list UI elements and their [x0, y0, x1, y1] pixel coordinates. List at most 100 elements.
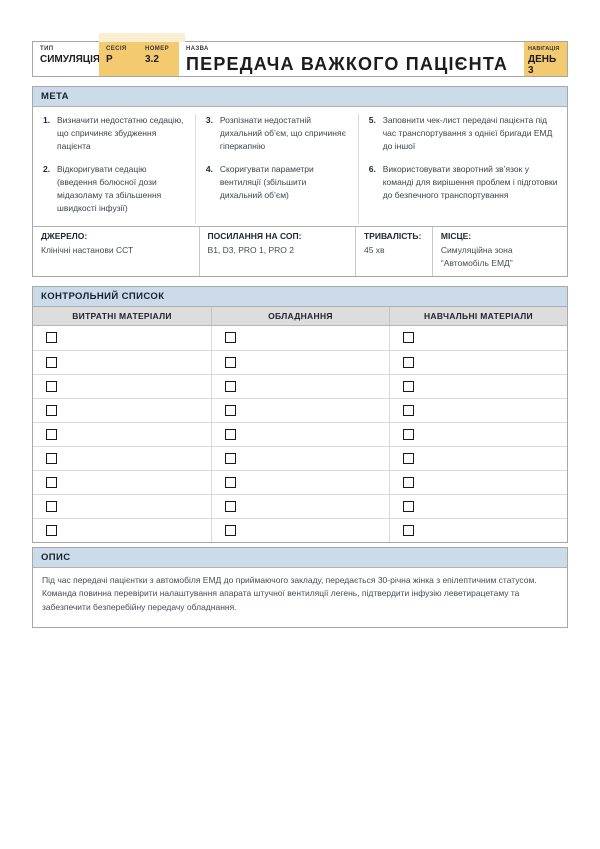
goal-meta-row: ДЖЕРЕЛО: Клінічні настанови ССТ ПОСИЛАНН… — [33, 226, 567, 276]
session-label: СЕСІЯ — [106, 46, 127, 52]
checklist-section-heading: КОНТРОЛЬНИЙ СПИСОК — [33, 286, 567, 307]
goal-column-1: 1. Визначити недостатню седацію, що спри… — [33, 114, 196, 225]
checklist-cell — [388, 325, 567, 350]
header-session-cell: СЕСІЯ Р — [99, 42, 145, 76]
checklist-row — [33, 421, 567, 446]
nav-value: ДЕНЬ 3 — [528, 54, 557, 76]
header-nav-cell: НАВІГАЦІЯ ДЕНЬ 3 — [524, 42, 567, 76]
source-value: Клінічні настанови ССТ — [41, 245, 134, 256]
column-header-training-materials: НАВЧАЛЬНІ МАТЕРІАЛИ — [388, 306, 567, 325]
checklist-cell — [33, 375, 211, 398]
goal-item-text: Заповнити чек-лист передачі пацієнта під… — [382, 115, 553, 152]
checkbox[interactable] — [46, 524, 57, 536]
checkbox[interactable] — [402, 380, 414, 392]
checkbox[interactable] — [224, 476, 236, 488]
checklist-row — [33, 397, 567, 422]
type-value: СИМУЛЯЦІЯ — [40, 54, 101, 65]
duration-value: 45 хв — [363, 245, 385, 256]
goal-item: 5. Заповнити чек-лист передачі пацієнта … — [369, 114, 559, 154]
checkbox[interactable] — [224, 452, 236, 464]
header-type-cell: ТИП СИМУЛЯЦІЯ — [33, 42, 101, 76]
checklist-cell — [388, 398, 567, 422]
checkbox[interactable] — [224, 428, 236, 440]
checkbox[interactable] — [224, 380, 236, 392]
checklist-cell — [33, 471, 211, 494]
checklist-cell — [210, 494, 389, 518]
page-title: ПЕРЕДАЧА ВАЖКОГО ПАЦІЄНТА — [186, 54, 509, 74]
type-label: ТИП — [40, 46, 54, 52]
checklist-row — [33, 349, 567, 374]
checkbox[interactable] — [46, 476, 57, 488]
checkbox[interactable] — [46, 332, 57, 344]
goal-item: 2. Відкоригувати седацію (введення болюс… — [43, 163, 187, 216]
name-label: НАЗВА — [186, 46, 209, 52]
description-section-heading: ОПИС — [33, 547, 567, 568]
sop-reference-cell: ПОСИЛАННЯ НА СОП: B1, D3, PRO 1, PRO 2 — [198, 227, 355, 276]
checkbox[interactable] — [224, 332, 236, 344]
duration-label: ТРИВАЛІСТЬ: — [363, 231, 422, 242]
checklist-cell — [388, 470, 567, 494]
checklist-rows — [33, 325, 567, 542]
checklist-cell — [210, 446, 389, 470]
checklist-section: КОНТРОЛЬНИЙ СПИСОК ВИТРАТНІ МАТЕРІАЛИ ОБ… — [32, 285, 568, 543]
checkbox[interactable] — [402, 500, 414, 512]
checklist-column-headers: ВИТРАТНІ МАТЕРІАЛИ ОБЛАДНАННЯ НАВЧАЛЬНІ … — [33, 306, 567, 326]
sop-reference-value: B1, D3, PRO 1, PRO 2 — [207, 245, 294, 256]
checkbox[interactable] — [224, 404, 236, 416]
checkbox[interactable] — [224, 524, 236, 536]
description-text: Під час передачі пацієнтки з автомобіля … — [42, 574, 537, 612]
goal-item: 4. Скоригувати параметри вентиляції (збі… — [206, 163, 350, 203]
checklist-cell — [33, 447, 211, 470]
header-number-cell: НОМЕР 3.2 — [145, 42, 179, 76]
checkbox[interactable] — [402, 428, 414, 440]
checklist-cell — [210, 422, 389, 446]
duration-cell: ТРИВАЛІСТЬ: 45 хв — [354, 227, 432, 276]
checklist-cell — [388, 422, 567, 446]
checkbox[interactable] — [402, 476, 414, 488]
column-header-consumables: ВИТРАТНІ МАТЕРІАЛИ — [72, 310, 172, 321]
checklist-row — [33, 517, 567, 542]
session-value: Р — [106, 54, 113, 65]
checkbox[interactable] — [402, 452, 414, 464]
checklist-cell — [210, 470, 389, 494]
checkbox[interactable] — [46, 404, 57, 416]
goal-item-text: Скоригувати параметри вентиляції (збільш… — [219, 163, 314, 200]
goal-item-text: Використовувати зворотний зв’язок у кома… — [382, 163, 558, 200]
checkbox[interactable] — [402, 524, 414, 536]
checkbox[interactable] — [402, 404, 414, 416]
checkbox[interactable] — [224, 356, 236, 368]
checkbox[interactable] — [46, 380, 57, 392]
source-label: ДЖЕРЕЛО: — [41, 231, 88, 242]
checklist-cell — [33, 423, 211, 446]
checklist-cell — [33, 326, 211, 350]
goal-item-number: 6. — [368, 163, 376, 174]
sop-reference-label: ПОСИЛАННЯ НА СОП: — [207, 231, 302, 242]
source-cell: ДЖЕРЕЛО: Клінічні настанови ССТ — [33, 227, 199, 276]
checkbox[interactable] — [46, 428, 57, 440]
checkbox[interactable] — [402, 356, 414, 368]
checklist-cell — [33, 399, 211, 422]
checklist-cell — [388, 374, 567, 398]
goal-item: 1. Визначити недостатню седацію, що спри… — [43, 114, 187, 154]
header-session-number-cell: СЕСІЯ Р НОМЕР 3.2 — [99, 42, 179, 76]
checkbox[interactable] — [46, 452, 57, 464]
header-bar: ТИП СИМУЛЯЦІЯ СЕСІЯ Р НОМЕР 3.2 НАЗВА ПЕ… — [32, 33, 568, 77]
location-value: Симуляційна зона “Автомобіль ЕМД” — [440, 245, 513, 268]
location-cell: МІСЦЕ: Симуляційна зона “Автомобіль ЕМД” — [431, 227, 567, 276]
checklist-cell — [33, 495, 211, 518]
goal-item-number: 2. — [43, 163, 51, 174]
goal-section: МЕТА 1. Визначити недостатню седацію, що… — [32, 86, 568, 277]
number-label: НОМЕР — [145, 46, 170, 52]
goal-column-2: 3. Розпізнати недостатній дихальний об’є… — [196, 114, 359, 225]
checkbox[interactable] — [46, 500, 57, 512]
checkbox[interactable] — [224, 500, 236, 512]
checklist-cell — [33, 519, 211, 542]
checklist-cell — [388, 494, 567, 518]
checkbox[interactable] — [46, 356, 57, 368]
checklist-cell — [388, 350, 567, 374]
checklist-cell — [388, 446, 567, 470]
checklist-cell — [388, 518, 567, 542]
goal-item: 3. Розпізнати недостатній дихальний об’є… — [206, 114, 350, 154]
goal-item-number: 5. — [368, 115, 376, 125]
checkbox[interactable] — [402, 332, 414, 344]
